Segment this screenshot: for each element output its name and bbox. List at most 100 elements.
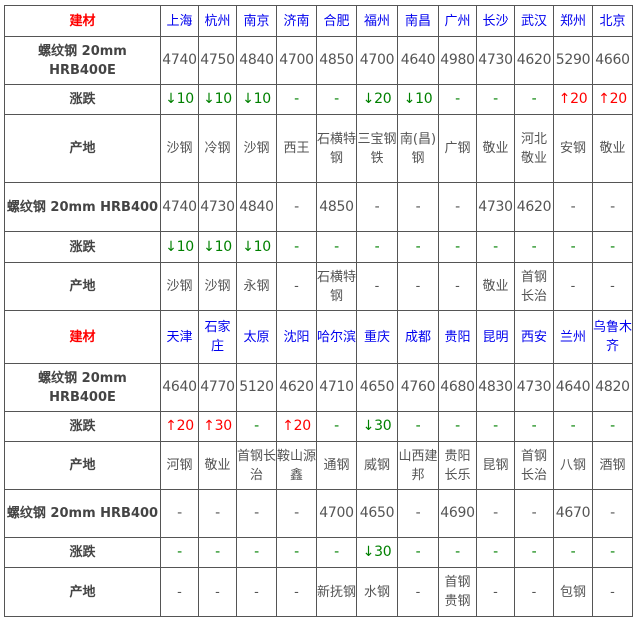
price-cell: 4750 [198,36,237,85]
change-cell: - [316,231,357,263]
city-link[interactable]: 贵阳 [438,310,477,364]
price-cell: 4710 [316,363,357,412]
origin-cell: 沙钢 [198,262,237,311]
city-link[interactable]: 长沙 [476,5,515,37]
origin-cell: 通钢 [316,441,357,490]
origin-cell: 新抚钢 [316,567,357,617]
price-cell: 4700 [356,36,398,85]
price-cell: - [198,489,237,538]
change-cell: - [553,537,593,568]
change-cell: ↓10 [236,84,277,115]
change-cell: ↓10 [198,231,237,263]
change-cell: - [316,537,357,568]
city-link[interactable]: 广州 [438,5,477,37]
price-cell: 4690 [438,489,477,538]
city-link[interactable]: 石家庄 [198,310,237,364]
change-row: 涨跌 - - - - - ↓30- - - - - - [4,537,633,568]
origin-cell: - [476,567,515,617]
change-label: 涨跌 [4,231,161,263]
city-link[interactable]: 重庆 [356,310,398,364]
change-cell: - [397,231,439,263]
city-link[interactable]: 天津 [160,310,199,364]
origin-cell: 南(昌)钢 [397,114,439,183]
change-cell: - [553,411,593,442]
origin-cell: - [397,262,439,311]
origin-cell: 冷钢 [198,114,237,183]
rebar-price-table: 建材 上海 杭州 南京 济南 合肥 福州 南昌 广州 长沙 武汉 郑州 北京 螺纹钢 20mm HRB40… [4,5,633,617]
origin-cell: 贵阳长乐 [438,441,477,490]
origin-cell: 八钢 [553,441,593,490]
city-link[interactable]: 兰州 [553,310,593,364]
change-cell: - [438,231,477,263]
price-cell: 4730 [514,363,554,412]
change-cell: - [438,411,477,442]
price-cell: 4620 [276,363,317,412]
change-cell: ↓10 [160,231,199,263]
header-row: 建材 天津 石家庄 太原 沈阳 哈尔滨 重庆 成都 贵阳 昆明 西安 兰州 乌鲁木齐 [4,310,633,364]
city-link[interactable]: 太原 [236,310,277,364]
change-cell: - [438,537,477,568]
change-label: 涨跌 [4,411,161,442]
city-link[interactable]: 北京 [592,5,633,37]
product-name: 螺纹钢 20mm HRB400E [4,36,161,85]
price-row: 螺纹钢 20mm HRB400E 4740 4750 4840 4700 4850 4700… [4,36,633,85]
origin-cell: 包钢 [553,567,593,617]
city-link[interactable]: 杭州 [198,5,237,37]
change-cell: - [316,84,357,115]
origin-cell: 永钢 [236,262,277,311]
origin-cell: - [236,567,277,617]
change-cell: - [476,84,515,115]
city-link[interactable]: 南京 [236,5,277,37]
city-link[interactable]: 西安 [514,310,554,364]
city-link[interactable]: 哈尔滨 [316,310,357,364]
origin-cell: 水钢 [356,567,398,617]
header-row: 建材 上海 杭州 南京 济南 合肥 福州 南昌 广州 长沙 武汉 郑州 北京 [4,5,633,37]
city-link[interactable]: 济南 [276,5,317,37]
city-link[interactable]: 福州 [356,5,398,37]
change-cell: - [514,411,554,442]
city-link[interactable]: 乌鲁木齐 [592,310,633,364]
price-cell: 4680 [438,363,477,412]
product-name: 螺纹钢 20mm HRB400E [4,363,161,412]
city-link[interactable]: 沈阳 [276,310,317,364]
change-cell: ↑20 [160,411,199,442]
price-cell: 4760 [397,363,439,412]
city-link[interactable]: 郑州 [553,5,593,37]
change-cell: - [356,231,398,263]
price-cell: 4770 [198,363,237,412]
origin-cell: 河钢 [160,441,199,490]
city-link[interactable]: 昆明 [476,310,515,364]
city-link[interactable]: 武汉 [514,5,554,37]
origin-cell: 山西建邦 [397,441,439,490]
change-cell: ↑20 [553,84,593,115]
change-cell: - [236,537,277,568]
city-link[interactable]: 南昌 [397,5,439,37]
origin-cell: 酒钢 [592,441,633,490]
price-cell: 4820 [592,363,633,412]
change-cell: ↓10 [160,84,199,115]
change-cell: ↑20 [276,411,317,442]
price-cell: 4670 [553,489,593,538]
change-cell: ↓20 [356,84,398,115]
city-link[interactable]: 上海 [160,5,199,37]
change-cell: - [198,537,237,568]
price-cell: - [592,489,633,538]
origin-cell: - [438,262,477,311]
origin-label: 产地 [4,567,161,617]
header-label: 建材 [4,310,161,364]
origin-cell: 沙钢 [236,114,277,183]
origin-cell: - [592,262,633,311]
price-cell: - [397,182,439,232]
origin-cell: 石横特钢 [316,114,357,183]
origin-cell: 首钢长治 [514,262,554,311]
change-cell: - [514,537,554,568]
origin-cell: 敬业 [476,114,515,183]
price-row: 螺纹钢 20mm HRB400- - - -4700 4650-4690- -4670- [4,489,633,538]
origin-cell: 鞍山源鑫 [276,441,317,490]
change-cell: - [160,537,199,568]
change-cell: - [476,231,515,263]
origin-cell: 安钢 [553,114,593,183]
city-link[interactable]: 合肥 [316,5,357,37]
city-link[interactable]: 成都 [397,310,439,364]
origin-cell: - [276,262,317,311]
